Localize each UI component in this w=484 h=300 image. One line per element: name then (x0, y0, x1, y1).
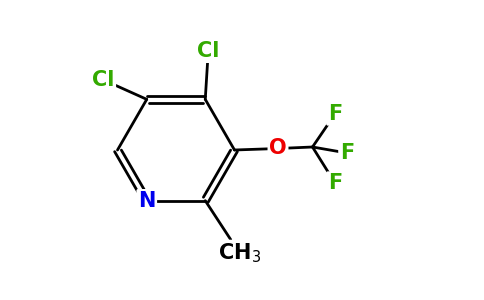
Text: F: F (340, 143, 354, 163)
Text: O: O (269, 139, 287, 158)
Text: CH$_3$: CH$_3$ (218, 242, 261, 265)
Text: Cl: Cl (197, 41, 219, 61)
Text: F: F (328, 173, 342, 193)
Text: Cl: Cl (92, 70, 114, 90)
Text: F: F (328, 104, 342, 124)
Text: N: N (138, 191, 155, 211)
